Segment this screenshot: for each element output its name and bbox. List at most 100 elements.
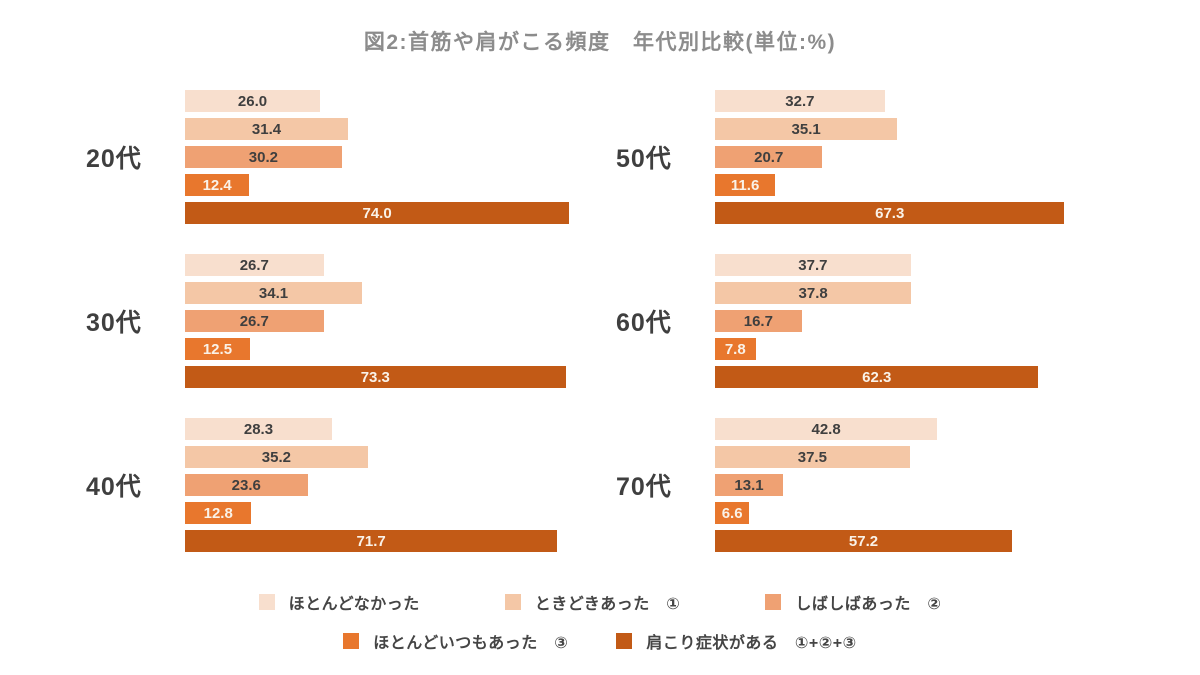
bar-tokidoki-atta-40s: 35.2: [185, 446, 368, 468]
bars-60s: 37.7 37.8 16.7 7.8 62.3: [715, 254, 1120, 388]
bar-value-label: 71.7: [356, 532, 386, 550]
bar-hotondo-nakatta-30s: 26.7: [185, 254, 324, 276]
bar-value-label: 35.2: [261, 448, 291, 466]
age-group-30s: 30代 26.7 34.1 26.7 12.5 73.3: [80, 254, 590, 388]
bar-shibashiba-atta-50s: 20.7: [715, 146, 823, 168]
bar-value-label: 12.8: [203, 504, 233, 522]
age-group-50s: 50代 32.7 35.1 20.7 11.6 67.3: [610, 90, 1120, 224]
bar-shibashiba-atta-70s: 13.1: [715, 474, 784, 496]
bar-value-label: 11.6: [730, 176, 760, 194]
bar-katakori-shojo-ga-aru-70s: 57.2: [715, 530, 1012, 552]
bar-hotondo-itsumo-atta-20s: 12.4: [185, 174, 250, 196]
bar-shibashiba-atta-40s: 23.6: [185, 474, 308, 496]
bar-value-label: 23.6: [231, 476, 261, 494]
bar-value-label: 67.3: [875, 204, 905, 222]
bar-value-label: 12.5: [202, 340, 233, 358]
bar-katakori-shojo-ga-aru-40s: 71.7: [185, 530, 558, 552]
bar-value-label: 6.6: [721, 504, 743, 522]
bar-value-label: 28.3: [243, 420, 274, 438]
bar-value-label: 42.8: [811, 420, 841, 438]
bars-40s: 28.3 35.2 23.6 12.8 71.7: [185, 418, 590, 552]
bar-value-label: 13.1: [734, 476, 764, 494]
bar-katakori-shojo-ga-aru-30s: 73.3: [185, 366, 566, 388]
bar-tokidoki-atta-20s: 31.4: [185, 118, 349, 140]
age-label-20s: 20代: [86, 145, 142, 173]
bar-value-label: 16.7: [743, 312, 773, 330]
legend-item-tokidoki-atta: ときどきあった ①: [504, 590, 681, 614]
bar-hotondo-itsumo-atta-70s: 6.6: [715, 502, 750, 524]
bar-value-label: 74.0: [362, 204, 392, 222]
legend-swatch-katakori-shojo-ga-aru: [616, 633, 633, 649]
legend-item-label: ほとんどなかった: [288, 596, 420, 613]
bar-value-label: 31.4: [251, 120, 282, 138]
legend-item-hotondo-nakatta: ほとんどなかった: [258, 590, 420, 614]
legend-item-label: ほとんどいつもあった ③: [373, 635, 569, 652]
age-label-30s: 30代: [86, 309, 142, 337]
age-group-20s: 20代 26.0 31.4 30.2 12.4 74.0: [80, 90, 590, 224]
bar-shibashiba-atta-60s: 16.7: [715, 310, 802, 332]
bar-katakori-shojo-ga-aru-50s: 67.3: [715, 202, 1065, 224]
legend-swatch-hotondo-itsumo-atta: [343, 633, 360, 649]
age-label-40s: 40代: [86, 473, 142, 501]
legend-swatch-hotondo-nakatta: [258, 594, 275, 610]
bar-value-label: 26.7: [239, 312, 269, 330]
bar-hotondo-itsumo-atta-50s: 11.6: [715, 174, 776, 196]
bar-value-label: 20.7: [754, 148, 784, 166]
bars-50s: 32.7 35.1 20.7 11.6 67.3: [715, 90, 1120, 224]
bar-tokidoki-atta-30s: 34.1: [185, 282, 363, 304]
bars-30s: 26.7 34.1 26.7 12.5 73.3: [185, 254, 590, 388]
bar-hotondo-nakatta-20s: 26.0: [185, 90, 320, 112]
bars-20s: 26.0 31.4 30.2 12.4 74.0: [185, 90, 590, 224]
bar-hotondo-nakatta-50s: 32.7: [715, 90, 885, 112]
age-group-40s: 40代 28.3 35.2 23.6 12.8 71.7: [80, 418, 590, 552]
age-label-70s: 70代: [616, 473, 672, 501]
bar-value-label: 57.2: [848, 532, 879, 550]
bar-value-label: 37.7: [798, 256, 828, 274]
legend-row-1: ほとんどなかった ときどきあった ① しばしばあった ②: [0, 590, 1200, 614]
legend-item-label: しばしばあった ②: [795, 596, 942, 613]
legend-item-label: 肩こり症状がある ①+②+③: [646, 635, 857, 652]
bar-hotondo-nakatta-70s: 42.8: [715, 418, 938, 440]
legend-item-hotondo-itsumo-atta: ほとんどいつもあった ③: [343, 629, 568, 653]
bar-hotondo-itsumo-atta-60s: 7.8: [715, 338, 756, 360]
bar-value-label: 62.3: [862, 368, 892, 386]
bar-shibashiba-atta-30s: 26.7: [185, 310, 324, 332]
legend-swatch-tokidoki-atta: [504, 594, 521, 610]
bar-tokidoki-atta-60s: 37.8: [715, 282, 912, 304]
bar-value-label: 26.7: [239, 256, 269, 274]
bar-tokidoki-atta-50s: 35.1: [715, 118, 898, 140]
bar-value-label: 32.7: [785, 92, 815, 110]
age-group-60s: 60代 37.7 37.8 16.7 7.8 62.3: [610, 254, 1120, 388]
bar-value-label: 12.4: [202, 176, 232, 194]
bar-value-label: 34.1: [258, 284, 289, 302]
bar-value-label: 35.1: [791, 120, 821, 138]
bar-hotondo-itsumo-atta-40s: 12.8: [185, 502, 252, 524]
bar-tokidoki-atta-70s: 37.5: [715, 446, 910, 468]
bar-value-label: 37.5: [797, 448, 827, 466]
legend-item-katakori-shojo-ga-aru: 肩こり症状がある ①+②+③: [616, 629, 856, 653]
bar-hotondo-nakatta-60s: 37.7: [715, 254, 911, 276]
legend-swatch-shibashiba-atta: [765, 594, 782, 610]
age-label-50s: 50代: [616, 145, 672, 173]
bar-hotondo-nakatta-40s: 28.3: [185, 418, 332, 440]
bar-hotondo-itsumo-atta-30s: 12.5: [185, 338, 250, 360]
age-label-60s: 60代: [616, 309, 672, 337]
chart-body: 20代 26.0 31.4 30.2 12.4 74.0 30代 26.7 34.1 26.7 12…: [0, 90, 1200, 552]
bar-value-label: 30.2: [248, 148, 278, 166]
legend: ほとんどなかった ときどきあった ① しばしばあった ② ほとんどいつもあった ③ 肩こ…: [0, 590, 1200, 653]
legend-item-label: ときどきあった ①: [534, 596, 681, 613]
age-group-70s: 70代 42.8 37.5 13.1 6.6 57.2: [610, 418, 1120, 552]
bar-shibashiba-atta-20s: 30.2: [185, 146, 342, 168]
bar-value-label: 7.8: [724, 340, 746, 358]
bar-katakori-shojo-ga-aru-20s: 74.0: [185, 202, 570, 224]
chart-title: 図2:首筋や肩がこる頻度 年代別比較(単位:%): [363, 31, 837, 54]
bar-value-label: 73.3: [360, 368, 390, 386]
legend-item-shibashiba-atta: しばしばあった ②: [765, 590, 941, 614]
chart-column-right: 50代 32.7 35.1 20.7 11.6 67.3 60代 37.7 37.8 16.7 7.…: [610, 90, 1120, 552]
bar-value-label: 37.8: [798, 284, 828, 302]
bar-katakori-shojo-ga-aru-60s: 62.3: [715, 366, 1039, 388]
chart-column-left: 20代 26.0 31.4 30.2 12.4 74.0 30代 26.7 34.1 26.7 12…: [80, 90, 590, 552]
bars-70s: 42.8 37.5 13.1 6.6 57.2: [715, 418, 1120, 552]
legend-row-2: ほとんどいつもあった ③ 肩こり症状がある ①+②+③: [0, 629, 1200, 653]
